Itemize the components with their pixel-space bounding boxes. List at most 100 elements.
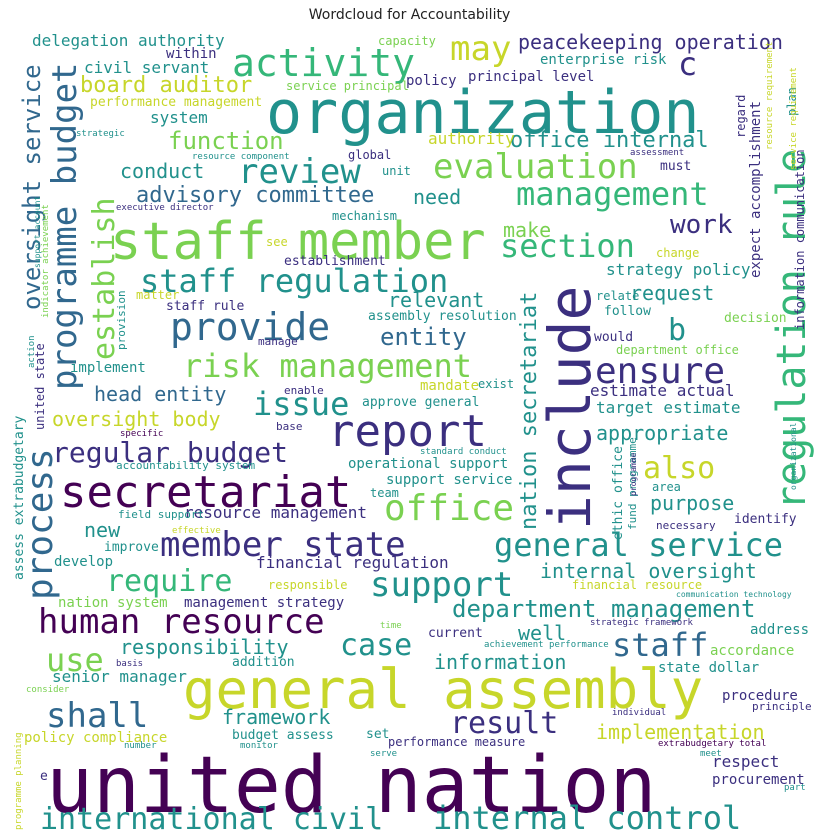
- word-meet: meet: [700, 749, 722, 759]
- word-advisory-committee: advisory committee: [136, 183, 374, 208]
- word-plan: plan: [785, 87, 799, 116]
- word-delegation-authority: delegation authority: [32, 31, 225, 50]
- word-senior-manager: senior manager: [52, 667, 187, 686]
- word-develop: develop: [54, 554, 113, 570]
- word-implement: implement: [70, 360, 146, 376]
- word-must: must: [660, 159, 691, 174]
- word-specific: specific: [120, 429, 163, 439]
- word-function: function: [168, 127, 284, 155]
- word-policy: policy: [406, 73, 457, 89]
- word-purpose: purpose: [650, 491, 734, 515]
- word-general-service: general service: [494, 526, 783, 564]
- word-framework: framework: [222, 705, 330, 729]
- word-service-requirement: service requirement: [789, 67, 799, 170]
- word-state-dollar: state dollar: [658, 660, 759, 676]
- word-process: process: [20, 448, 61, 600]
- word-report: report: [328, 406, 487, 457]
- word-ethic-office: ethic office: [611, 446, 626, 540]
- word-staff: staff: [612, 626, 708, 664]
- word-assessment: assessment: [630, 148, 684, 158]
- word-shall: shall: [46, 696, 148, 736]
- word-appropriate: appropriate: [596, 421, 728, 445]
- word-management-strategy: management strategy: [184, 595, 344, 611]
- word-include: include: [536, 286, 604, 530]
- word-risk-management: risk management: [183, 347, 472, 385]
- word-authority: authority: [428, 129, 515, 148]
- word-may: may: [450, 29, 511, 69]
- word-general-assembly: general assembly: [183, 658, 703, 721]
- word-system: system: [150, 108, 208, 127]
- word-information-communication: information communication: [793, 149, 807, 330]
- word-capacity: capacity: [378, 34, 436, 48]
- word-support-service: support service: [386, 472, 512, 488]
- word-provision: provision: [115, 290, 128, 350]
- word-case: case: [340, 628, 412, 663]
- word-issue: issue: [253, 385, 349, 423]
- word-establish: establish: [87, 197, 122, 360]
- word-result: result: [450, 706, 558, 741]
- word-enable: enable: [284, 384, 324, 397]
- word-mechanism: mechanism: [332, 209, 397, 223]
- word-unit: unit: [382, 164, 411, 178]
- word-establishment: establishment: [284, 254, 386, 269]
- word-achievement-performance: achievement performance: [484, 640, 609, 650]
- word-oversight-service: oversight service: [18, 64, 46, 310]
- word-approve-general: approve general: [362, 395, 479, 410]
- word-follow: follow: [604, 304, 651, 319]
- word-assembly-resolution: assembly resolution: [368, 309, 517, 324]
- word-consider: consider: [26, 685, 70, 695]
- word-financial-regulation: financial regulation: [256, 553, 449, 572]
- word-serve: serve: [370, 749, 397, 759]
- word-department-office: department office: [616, 343, 739, 357]
- word-office-internal: office internal: [510, 128, 709, 153]
- word-global: global: [348, 148, 391, 162]
- word-regard: regard: [734, 95, 748, 138]
- word-team: team: [370, 486, 399, 500]
- word-policy-compliance: policy compliance: [24, 730, 167, 746]
- word-budget-assess: budget assess: [232, 728, 334, 743]
- word-board-auditor: board auditor: [80, 73, 252, 98]
- word-programme-budget: programme budget: [45, 62, 85, 390]
- word-addition: addition: [232, 655, 295, 670]
- word-standard-conduct: standard conduct: [420, 447, 507, 457]
- word-current: current: [428, 626, 483, 641]
- word-require: require: [106, 564, 232, 599]
- word-performance-management: performance management: [90, 95, 262, 110]
- word-work: work: [670, 210, 733, 240]
- word-see: see: [266, 235, 288, 249]
- word-field-support: field support: [118, 508, 204, 521]
- word-number: number: [124, 741, 157, 751]
- word-oversight-body: oversight body: [52, 407, 221, 431]
- word-staff-member: staff member: [110, 212, 486, 272]
- chart-title: Wordcloud for Accountability: [308, 7, 511, 23]
- word-exist: exist: [478, 377, 514, 391]
- word-c: c: [678, 45, 697, 83]
- word-staff-rule: staff rule: [166, 299, 244, 314]
- word-executive-director: executive director: [116, 203, 214, 213]
- word-decision: decision: [724, 311, 787, 326]
- word-identify: identify: [734, 512, 797, 527]
- word-expect-accomplishment: expect accomplishment: [748, 101, 764, 278]
- word-support-account: support account: [33, 196, 42, 268]
- word-responsibility: responsibility: [120, 635, 289, 659]
- word-responsible: responsible: [268, 578, 347, 592]
- word-mandate: mandate: [420, 378, 479, 394]
- word-programme: programme: [629, 452, 638, 496]
- word-area: area: [652, 480, 681, 494]
- word-member-state: member state: [160, 525, 406, 565]
- word-also: also: [643, 451, 715, 486]
- word-information: information: [434, 650, 566, 674]
- word-use: use: [46, 641, 104, 679]
- word-b: b: [668, 313, 686, 348]
- word-request: request: [630, 281, 714, 305]
- word-resource-component: resource component: [192, 152, 290, 162]
- word-improve: improve: [104, 540, 159, 555]
- word-regular-budget: regular budget: [52, 436, 288, 469]
- word-internal-control: internal control: [433, 799, 741, 837]
- word-performance-measure: performance measure: [388, 735, 525, 749]
- word-accordance: accordance: [710, 643, 794, 659]
- word-united-state: united state: [33, 343, 47, 430]
- word-implementation: implementation: [596, 720, 765, 744]
- word-evaluation: evaluation: [433, 147, 638, 187]
- word-strategic: strategic: [76, 129, 125, 139]
